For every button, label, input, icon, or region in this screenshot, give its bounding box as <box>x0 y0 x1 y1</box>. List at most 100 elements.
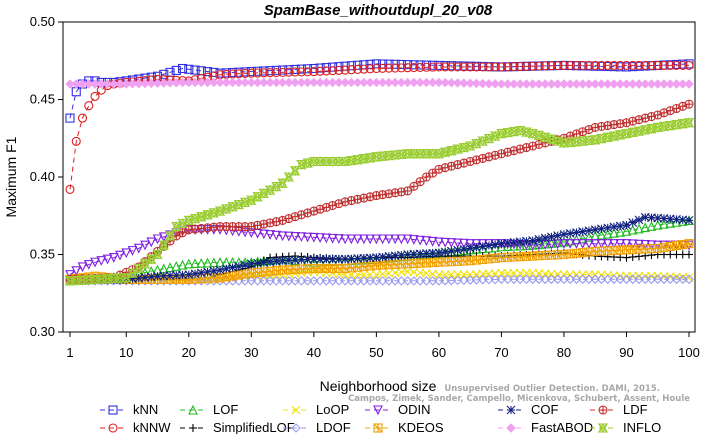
data-point <box>321 66 331 76</box>
y-tick-label: 0.30 <box>30 324 55 339</box>
data-point <box>452 78 463 88</box>
data-point <box>133 263 145 274</box>
data-point <box>184 225 194 235</box>
legend-label: LoOP <box>316 402 349 417</box>
legend-label: COF <box>531 402 559 417</box>
data-point <box>96 256 107 266</box>
data-point <box>253 68 263 78</box>
data-point <box>515 61 525 72</box>
data-point <box>628 60 638 70</box>
data-point <box>685 250 693 259</box>
data-point <box>70 275 82 286</box>
x-tick-label: 70 <box>494 345 508 360</box>
data-point <box>139 258 151 270</box>
data-point <box>120 272 132 283</box>
data-point <box>209 77 219 88</box>
data-point <box>220 203 232 215</box>
data-point <box>665 106 675 116</box>
data-point <box>134 78 144 89</box>
data-point <box>340 276 350 286</box>
data-point <box>671 60 682 70</box>
data-point <box>409 77 419 88</box>
data-point <box>427 148 438 159</box>
data-point <box>552 135 564 147</box>
data-point <box>565 274 575 285</box>
data-point <box>184 77 194 88</box>
data-point <box>252 77 263 88</box>
data-point <box>296 159 307 170</box>
legend-label: SimplifiedLOF <box>213 420 295 434</box>
series-kdeos <box>65 239 694 284</box>
data-point <box>577 233 588 243</box>
data-point <box>402 77 413 88</box>
legend-item-ldof: LDOF <box>283 420 351 434</box>
data-point <box>183 258 194 269</box>
data-point <box>227 77 238 88</box>
data-point <box>584 79 594 89</box>
data-point <box>309 254 319 264</box>
series-inflo <box>64 117 695 287</box>
data-point <box>359 262 369 272</box>
data-point <box>364 152 376 164</box>
y-tick-label: 0.40 <box>30 169 55 184</box>
data-point <box>390 276 400 286</box>
data-point <box>477 135 488 147</box>
data-point <box>271 65 281 75</box>
data-point <box>108 273 120 284</box>
data-point <box>440 237 451 248</box>
data-point <box>402 234 413 245</box>
data-point <box>346 155 357 166</box>
data-point <box>77 113 88 123</box>
data-point <box>521 61 531 71</box>
data-point <box>389 149 401 161</box>
data-point <box>434 237 444 248</box>
data-point <box>390 63 400 73</box>
data-point <box>145 253 157 265</box>
data-point <box>196 257 207 268</box>
data-point <box>659 108 669 118</box>
data-point <box>565 60 575 70</box>
data-point <box>539 132 551 143</box>
data-point <box>684 79 694 89</box>
data-point <box>465 62 475 72</box>
data-point <box>409 181 419 191</box>
data-point <box>396 276 407 286</box>
data-point <box>521 274 532 285</box>
data-point <box>321 156 332 167</box>
data-point <box>559 239 569 249</box>
data-point <box>202 209 213 221</box>
legend-item-knn: kNN <box>100 402 158 417</box>
data-point <box>534 274 544 285</box>
data-point <box>589 134 601 146</box>
data-point <box>371 59 381 69</box>
data-point <box>208 257 219 268</box>
data-point <box>433 148 445 159</box>
data-point <box>177 259 188 270</box>
data-point <box>559 236 569 247</box>
data-point <box>509 79 519 89</box>
data-point <box>546 61 556 71</box>
data-point <box>302 276 313 286</box>
data-point <box>215 77 225 88</box>
x-tick-label: 90 <box>619 345 633 360</box>
data-point <box>427 77 438 88</box>
data-point <box>571 60 582 70</box>
data-point <box>415 235 426 246</box>
data-point <box>678 79 688 89</box>
data-point <box>64 275 76 287</box>
data-point <box>83 260 94 270</box>
data-point <box>540 274 550 285</box>
data-point <box>209 67 219 77</box>
y-tick-label: 0.45 <box>30 92 55 107</box>
data-point <box>278 67 288 77</box>
data-point <box>609 274 619 285</box>
data-point <box>159 69 169 79</box>
data-point <box>497 268 506 278</box>
data-point <box>339 156 351 167</box>
data-point <box>502 274 513 285</box>
data-point <box>552 274 563 285</box>
data-point <box>634 239 644 250</box>
data-point <box>259 77 269 88</box>
data-point <box>271 230 282 241</box>
data-point <box>552 239 563 250</box>
